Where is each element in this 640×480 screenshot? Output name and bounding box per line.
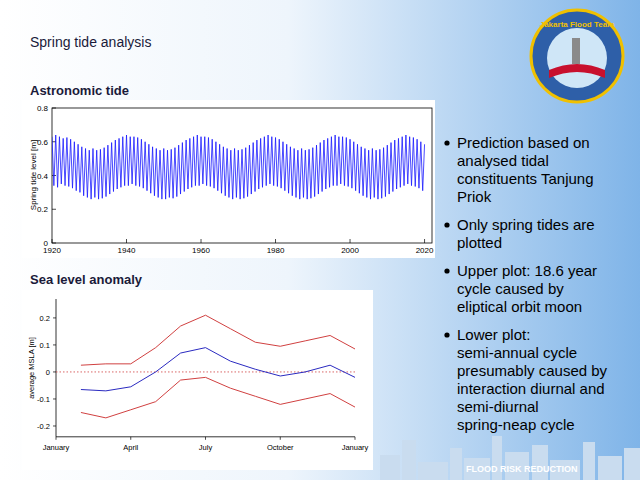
reference-line	[56, 371, 355, 372]
bullet-text: interaction diurnal and	[457, 380, 605, 397]
bullet-dot	[444, 268, 449, 273]
y-tick-label: 0.8	[37, 104, 49, 113]
chart-title: Sea level anomaly	[30, 272, 143, 287]
x-tick-label: April	[123, 443, 138, 452]
y-tick-label: -0.1	[37, 395, 50, 404]
building	[380, 455, 400, 480]
series-line	[81, 315, 355, 365]
chart: January April July October January -0.2 -0.1 0 0…	[22, 290, 373, 470]
bullet-text: analysed tidal	[457, 152, 549, 169]
building	[598, 456, 622, 480]
y-axis-label: average MSLA [m]	[27, 337, 36, 399]
series-line	[81, 348, 355, 391]
bullet-text: semi-annual cycle	[457, 344, 577, 361]
y-tick-label: 0.4	[37, 172, 49, 181]
chart: 19201940196019802000202000.20.40.60.8Spr…	[22, 100, 435, 258]
y-tick-label: 0.6	[37, 138, 49, 147]
plot-area	[56, 315, 355, 418]
building	[402, 440, 416, 480]
y-tick-label: -0.2	[37, 422, 50, 431]
bullet-text: Prediction based on	[457, 134, 590, 151]
building	[532, 445, 548, 480]
x-tick-label: 1960	[192, 246, 210, 255]
x-tick-label: 2020	[416, 246, 434, 255]
bullet-text: Upper plot: 18.6 year	[457, 262, 597, 279]
x-tick	[52, 239, 53, 243]
x-tick-label: January	[342, 443, 369, 452]
bullet-text: presumably caused by	[457, 362, 608, 379]
bullet-text: Lower plot:	[457, 326, 530, 343]
bullet-text: constituents Tanjung	[457, 170, 594, 187]
bullet-dot	[444, 222, 449, 227]
x-tick-label: 2000	[341, 246, 359, 255]
y-tick	[52, 243, 56, 244]
bullet-text: semi-diurnal	[457, 398, 539, 415]
logo-inner	[547, 28, 607, 88]
x-tick	[56, 437, 57, 440]
x-tick-label: January	[43, 443, 70, 452]
building	[450, 448, 462, 480]
y-tick-label: 0.1	[40, 341, 50, 350]
logo-monument	[572, 38, 580, 64]
building	[583, 442, 595, 480]
building	[418, 462, 448, 480]
x-tick-label: 1980	[267, 246, 285, 255]
chart-background	[22, 100, 435, 258]
building	[624, 448, 640, 480]
bullet-text: cycle caused by	[457, 280, 564, 297]
y-tick-label: 0.2	[37, 205, 49, 214]
plot-area	[52, 135, 425, 199]
x-tick	[355, 437, 356, 440]
chart-background	[22, 290, 373, 470]
x-tick	[205, 437, 206, 440]
x-tick-label: July	[199, 443, 213, 452]
bullet-text: spring-neap cycle	[457, 416, 575, 433]
y-tick-label: 0.2	[40, 314, 50, 323]
x-tick	[126, 239, 127, 243]
logo-flag	[549, 64, 605, 78]
y-tick	[52, 209, 56, 210]
bullet-dot	[444, 332, 449, 337]
series-line	[52, 135, 425, 199]
y-tick-label: 0	[44, 239, 49, 248]
y-tick	[52, 108, 56, 109]
x-tick-label: October	[267, 443, 294, 452]
y-tick	[53, 344, 56, 345]
y-axis	[56, 299, 57, 437]
logo: Jakarta Flood Team	[531, 10, 623, 102]
x-tick-label: 1940	[118, 246, 136, 255]
bullet-text: plotted	[457, 234, 502, 251]
skyline	[380, 436, 640, 480]
bullet-dot	[444, 140, 449, 145]
bullet-text: Only spring tides are	[457, 216, 595, 233]
y-axis-label: Spring tide level [m]	[29, 140, 38, 210]
x-tick	[280, 437, 281, 440]
logo-ring	[531, 10, 623, 102]
logo-text: Jakarta Flood Team	[540, 20, 615, 29]
background	[0, 0, 640, 480]
x-tick	[424, 239, 425, 243]
y-tick	[53, 371, 56, 372]
bullet-text: eliptical orbit moon	[457, 298, 582, 315]
y-tick-label: 0	[46, 368, 50, 377]
y-tick	[53, 317, 56, 318]
x-tick	[201, 239, 202, 243]
slide: Spring tide analysis Jakarta Flood Team Pr…	[0, 0, 640, 480]
bullet-text: Priok	[457, 188, 492, 205]
x-tick	[350, 239, 351, 243]
plot-frame	[52, 108, 432, 243]
y-tick	[53, 425, 56, 426]
x-tick	[130, 437, 131, 440]
x-tick	[275, 239, 276, 243]
footer: FLOOD RISK REDUCTION	[466, 464, 578, 474]
series-line	[81, 377, 355, 418]
slide-title: Spring tide analysis	[30, 34, 151, 50]
chart-title: Astronomic tide	[30, 83, 129, 98]
y-tick	[53, 398, 56, 399]
